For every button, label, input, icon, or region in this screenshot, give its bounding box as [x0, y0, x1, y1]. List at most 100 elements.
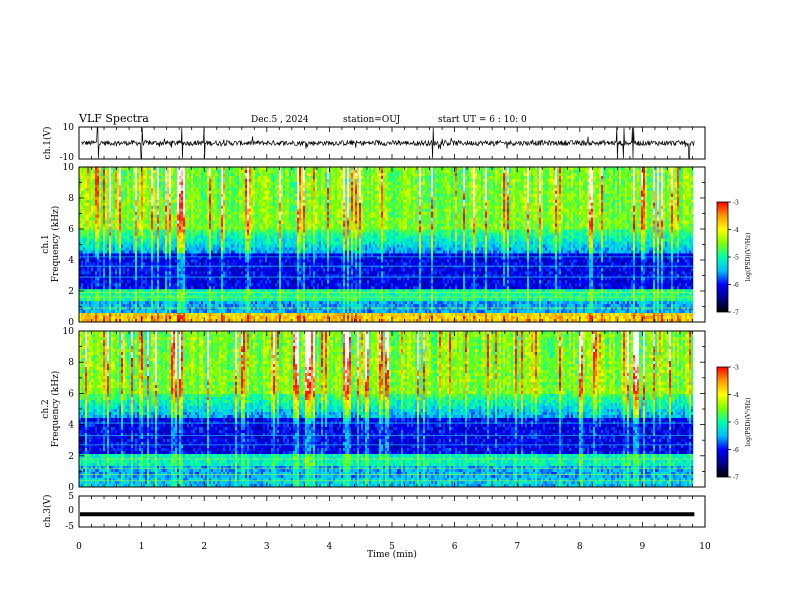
spec1-cell — [195, 184, 198, 189]
spec1-cell — [365, 178, 368, 183]
spec1-cell — [231, 169, 234, 174]
spec1-cell — [81, 202, 84, 207]
spec1-cell — [313, 167, 316, 171]
spec1-cell — [483, 199, 486, 204]
spec1-cell — [405, 181, 408, 186]
spec1-cell — [191, 184, 194, 189]
spec1-cell — [515, 181, 518, 186]
spec1-cell — [509, 202, 512, 207]
spec1-cell — [207, 167, 210, 171]
spec1-cell — [505, 196, 508, 201]
spec1-cell — [311, 202, 314, 207]
spec1-cell — [449, 172, 452, 177]
spec1-cell — [545, 175, 548, 180]
spec1-cell — [457, 196, 460, 201]
spec1-cell — [325, 169, 328, 174]
spec1-cell — [183, 211, 186, 215]
spec1-cell — [615, 193, 618, 198]
spec1-cell — [651, 196, 654, 201]
spec1-cell — [247, 211, 250, 215]
spec1-cell — [165, 202, 168, 207]
spec1-cell — [451, 181, 454, 186]
spec1-cell — [89, 190, 92, 195]
spec1-cell — [437, 205, 440, 210]
spec1-cell — [365, 181, 368, 186]
spec1-cell — [133, 184, 136, 189]
spec1-cell — [407, 208, 410, 213]
spec1-cell — [141, 184, 144, 189]
spec1-cell — [605, 181, 608, 186]
spec1-cell — [235, 167, 238, 171]
spec1-cell — [111, 205, 114, 210]
spec1-cell — [109, 187, 112, 192]
spec1-cell — [553, 190, 556, 195]
spec1-cell — [451, 175, 454, 180]
spec1-cell — [225, 205, 228, 210]
spec1-cell — [581, 193, 584, 198]
spec1-cell — [419, 172, 422, 177]
spec1-cell — [313, 205, 316, 210]
spec1-cell — [583, 181, 586, 186]
spec1-cell — [481, 196, 484, 201]
spec1-cell — [411, 205, 414, 210]
spec1-cell — [553, 184, 556, 189]
spec1-cell — [117, 175, 120, 180]
spec1-cell — [425, 211, 428, 215]
spec1-cell — [319, 175, 322, 180]
spec1-cell — [359, 181, 362, 186]
spec1-cell — [491, 181, 494, 186]
spec1-cell — [155, 187, 158, 192]
spec1-cell — [361, 181, 364, 186]
spec1-cell — [475, 175, 478, 180]
spec1-cell — [521, 178, 524, 183]
spec1-cell — [87, 193, 90, 198]
spec1-cell — [429, 202, 432, 207]
spec1-cell — [197, 202, 200, 207]
spec1-cell — [339, 187, 342, 192]
spec1-cell — [91, 181, 94, 186]
spec1-cell — [553, 211, 556, 215]
spec1-cell — [175, 184, 178, 189]
spec1-cell — [511, 167, 514, 171]
spec1-cell — [481, 175, 484, 180]
spec1-cell — [253, 211, 256, 215]
spec1-cell — [239, 193, 242, 198]
spec1-cell — [587, 199, 590, 204]
spec1-cell — [187, 196, 190, 201]
spec1-cell — [499, 178, 502, 183]
spec1-cell — [639, 190, 642, 195]
spec1-cell — [421, 172, 424, 177]
spec1-cell — [461, 196, 464, 201]
spec1-cell — [245, 184, 248, 189]
spec1-cell — [255, 167, 258, 171]
spec1-cell — [513, 169, 516, 174]
spec1-cell — [147, 172, 150, 177]
spec1-cell — [271, 184, 274, 189]
spec1-cell — [165, 193, 168, 198]
spec1-cell — [307, 184, 310, 189]
spec1-cell — [573, 193, 576, 198]
spec1-cell — [225, 193, 228, 198]
spec1-cell — [339, 169, 342, 174]
spec1-cell — [601, 205, 604, 210]
spec1-cell — [529, 187, 532, 192]
spec1-cell — [683, 184, 686, 189]
spec1-cell — [311, 196, 314, 201]
spec1-cell — [95, 190, 98, 195]
spec1-cell — [159, 187, 162, 192]
spec1-cell — [385, 190, 388, 195]
spec1-cell — [555, 190, 558, 195]
spec1-cell — [687, 169, 690, 174]
spec1-cell — [471, 172, 474, 177]
spec1-cell — [103, 202, 106, 207]
spec1-cell — [445, 172, 448, 177]
spec1-cell — [321, 208, 324, 213]
spec1-cell — [625, 172, 628, 177]
spec1-cell — [329, 172, 332, 177]
spec1-cell — [665, 175, 668, 180]
spec1-cell — [331, 211, 334, 215]
spec1-cell — [195, 196, 198, 201]
spec1-cell — [253, 172, 256, 177]
spec1-cell — [253, 193, 256, 198]
spec1-cell — [265, 190, 268, 195]
